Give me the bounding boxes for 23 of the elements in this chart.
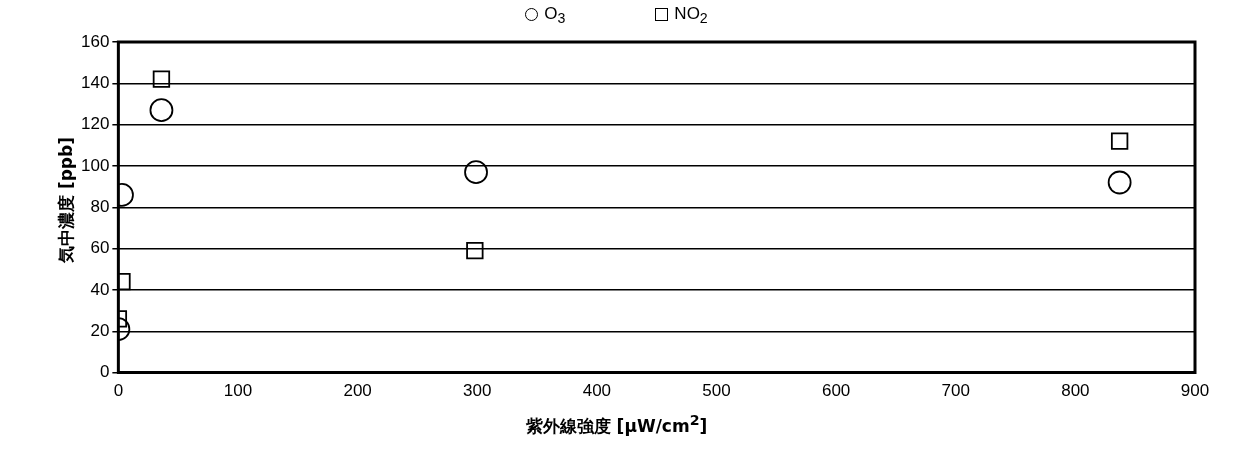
legend-label: O$_{3}$: [544, 4, 566, 27]
x-tick-label: 400: [582, 381, 612, 401]
x-tick-label: 900: [1180, 381, 1210, 401]
x-axis-title: 紫外線強度 [μW/cm$^{2}$]: [524, 412, 709, 438]
x-tick-label: 100: [223, 381, 253, 401]
y-tick-label: 100: [80, 155, 110, 175]
x-tick-label: 600: [821, 381, 851, 401]
x-tick-label: 200: [343, 381, 372, 401]
y-tick-label: 20: [90, 320, 110, 340]
y-tick-label: 120: [80, 114, 110, 134]
x-tick-label: 700: [941, 381, 970, 401]
legend-label: NO$_{2}$: [674, 4, 708, 27]
y-tick-label: 40: [90, 279, 110, 299]
x-tick-label: 800: [1061, 381, 1090, 401]
y-axis-title: 気中濃度 [ppb]: [55, 137, 78, 263]
x-tick-label: 500: [702, 381, 731, 401]
y-tick-label: 160: [80, 31, 110, 51]
y-tick-label: 80: [90, 196, 110, 216]
y-tick-label: 60: [90, 238, 110, 258]
x-tick-label: 0: [113, 381, 124, 401]
y-tick-label: 140: [80, 73, 110, 93]
x-tick-label: 300: [463, 381, 492, 401]
y-tick-label: 0: [99, 362, 110, 382]
